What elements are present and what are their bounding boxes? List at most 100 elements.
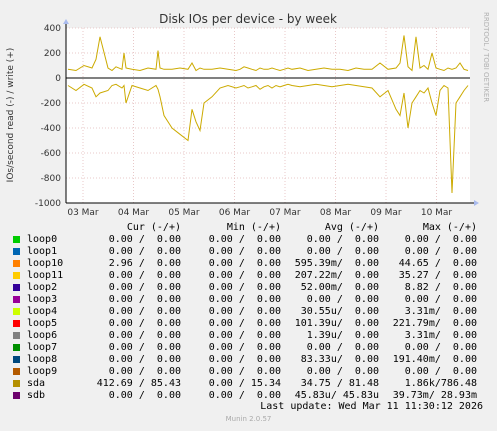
legend-min-value: 0.00 / 0.00 <box>208 318 281 329</box>
legend-max-value: 3.31m/ 0.00 <box>404 306 477 317</box>
legend-max-value: 0.00 / 0.00 <box>404 294 477 305</box>
legend-swatch <box>13 368 20 375</box>
legend-avg-value: 207.22m/ 0.00 <box>294 270 379 281</box>
legend-header-cur: Cur (-/+) <box>126 222 181 233</box>
legend-cur-value: 0.00 / 0.00 <box>108 342 181 353</box>
legend-max-value: 44.65 / 0.00 <box>398 258 477 269</box>
legend-cur-value: 0.00 / 0.00 <box>108 366 181 377</box>
legend-row-loop7: loop7 0.00 / 0.00 0.00 / 0.00 0.00 / 0.00 0.… <box>0 342 497 354</box>
legend-cur-value: 0.00 / 0.00 <box>108 390 181 401</box>
legend-device-name: loop7 <box>27 342 58 353</box>
legend-cur-value: 0.00 / 0.00 <box>108 306 181 317</box>
legend-cur-value: 0.00 / 0.00 <box>108 330 181 341</box>
legend-max-value: 35.27 / 0.00 <box>398 270 477 281</box>
legend-min-value: 0.00 / 0.00 <box>208 270 281 281</box>
legend-swatch <box>13 296 20 303</box>
legend-max-value: 8.82 / 0.00 <box>404 282 477 293</box>
legend-min-value: 0.00 / 0.00 <box>208 234 281 245</box>
legend-swatch <box>13 236 20 243</box>
y-tick-label: 0 <box>55 74 61 84</box>
legend-row-loop0: loop0 0.00 / 0.00 0.00 / 0.00 0.00 / 0.00 0.… <box>0 234 497 246</box>
legend-device-name: loop8 <box>27 354 58 365</box>
legend-device-name: sdb <box>27 390 46 401</box>
side-label: RRDTOOL / TOBI OETIKER <box>482 12 490 102</box>
legend-avg-value: 52.00m/ 0.00 <box>300 282 379 293</box>
legend-swatch <box>13 380 20 387</box>
legend-min-value: 0.00 / 0.00 <box>208 258 281 269</box>
legend-device-name: loop2 <box>27 282 58 293</box>
y-tick-label: -600 <box>41 149 62 159</box>
legend-row-loop8: loop8 0.00 / 0.00 0.00 / 0.00 83.33u/ 0.00 1… <box>0 354 497 366</box>
y-tick-label: -1000 <box>35 199 61 209</box>
legend-avg-value: 0.00 / 0.00 <box>306 342 379 353</box>
x-axis-arrow <box>474 200 479 206</box>
legend-min-value: 0.00 / 0.00 <box>208 342 281 353</box>
legend-max-value: 0.00 / 0.00 <box>404 234 477 245</box>
legend-min-value: 0.00 / 0.00 <box>208 306 281 317</box>
legend-swatch <box>13 332 20 339</box>
legend-device-name: loop4 <box>27 306 58 317</box>
legend-min-value: 0.00 / 0.00 <box>208 294 281 305</box>
x-tick-label: 06 Mar <box>219 208 251 218</box>
legend-row-sda: sda 412.69 / 85.43 0.00 / 15.34 34.75 / 81.… <box>0 378 497 390</box>
legend-device-name: loop11 <box>27 270 64 281</box>
y-axis-label: IOs/second read (-) / write (+) <box>6 48 16 183</box>
legend-device-name: loop10 <box>27 258 64 269</box>
legend-min-value: 0.00 / 0.00 <box>208 282 281 293</box>
legend-max-value: 3.31m/ 0.00 <box>404 330 477 341</box>
legend-device-name: loop1 <box>27 246 58 257</box>
legend-max-value: 191.40m/ 0.00 <box>392 354 477 365</box>
legend-avg-value: 0.00 / 0.00 <box>306 234 379 245</box>
legend-header: Cur (-/+) Min (-/+) Avg (-/+) Max (-/+) <box>0 222 497 234</box>
x-tick-label: 04 Mar <box>118 208 150 218</box>
legend-row-loop4: loop4 0.00 / 0.00 0.00 / 0.00 30.55u/ 0.00 3… <box>0 306 497 318</box>
legend-avg-value: 1.39u/ 0.00 <box>306 330 379 341</box>
legend-row-loop1: loop1 0.00 / 0.00 0.00 / 0.00 0.00 / 0.00 0.… <box>0 246 497 258</box>
legend-swatch <box>13 356 20 363</box>
legend-avg-value: 101.39u/ 0.00 <box>294 318 379 329</box>
legend-row-loop10: loop10 2.96 / 0.00 0.00 / 0.00 595.39m/ 0.0… <box>0 258 497 270</box>
x-tick-label: 08 Mar <box>320 208 352 218</box>
series-sda-write-line <box>67 35 469 72</box>
legend-min-value: 0.00 / 0.00 <box>208 354 281 365</box>
legend-avg-value: 595.39m/ 0.00 <box>294 258 379 269</box>
legend-cur-value: 0.00 / 0.00 <box>108 246 181 257</box>
y-tick-label: -200 <box>41 99 62 109</box>
legend-device-name: loop0 <box>27 234 58 245</box>
legend-header-max: Max (-/+) <box>422 222 477 233</box>
legend-avg-value: 0.00 / 0.00 <box>306 246 379 257</box>
legend-min-value: 0.00 / 15.34 <box>208 378 281 389</box>
series-sda-read-line <box>67 83 469 194</box>
legend-min-value: 0.00 / 0.00 <box>208 246 281 257</box>
y-tick-label: -400 <box>41 124 62 134</box>
legend-row-loop2: loop2 0.00 / 0.00 0.00 / 0.00 52.00m/ 0.00 8… <box>0 282 497 294</box>
x-tick-label: 03 Mar <box>67 208 99 218</box>
legend-cur-value: 0.00 / 0.00 <box>108 282 181 293</box>
last-update: Last update: Wed Mar 11 11:30:12 2026 <box>260 401 483 412</box>
legend-max-value: 221.79m/ 0.00 <box>392 318 477 329</box>
legend-avg-value: 0.00 / 0.00 <box>306 294 379 305</box>
x-tick-label: 10 Mar <box>421 208 453 218</box>
legend-row-loop6: loop6 0.00 / 0.00 0.00 / 0.00 1.39u/ 0.00 3.… <box>0 330 497 342</box>
legend-cur-value: 412.69 / 85.43 <box>96 378 181 389</box>
y-axis-arrow <box>63 19 69 24</box>
legend-swatch <box>13 260 20 267</box>
legend-min-value: 0.00 / 0.00 <box>208 366 281 377</box>
munin-version: Munin 2.0.57 <box>225 415 272 423</box>
legend-device-name: sda <box>27 378 46 389</box>
legend-swatch <box>13 272 20 279</box>
y-tick-label: 200 <box>44 49 61 59</box>
legend-swatch <box>13 308 20 315</box>
legend-avg-value: 30.55u/ 0.00 <box>300 306 379 317</box>
legend-max-value: 0.00 / 0.00 <box>404 366 477 377</box>
chart: Disk IOs per device - by week IOs/second… <box>6 12 490 218</box>
legend-avg-value: 0.00 / 0.00 <box>306 366 379 377</box>
legend-device-name: loop9 <box>27 366 58 377</box>
legend-header-min: Min (-/+) <box>226 222 281 233</box>
legend-swatch <box>13 392 20 399</box>
legend-row-loop5: loop5 0.00 / 0.00 0.00 / 0.00 101.39u/ 0.00… <box>0 318 497 330</box>
legend-header-avg: Avg (-/+) <box>324 222 379 233</box>
legend-cur-value: 0.00 / 0.00 <box>108 294 181 305</box>
legend-max-value: 39.73m/ 28.93m <box>392 390 477 401</box>
legend-cur-value: 0.00 / 0.00 <box>108 270 181 281</box>
